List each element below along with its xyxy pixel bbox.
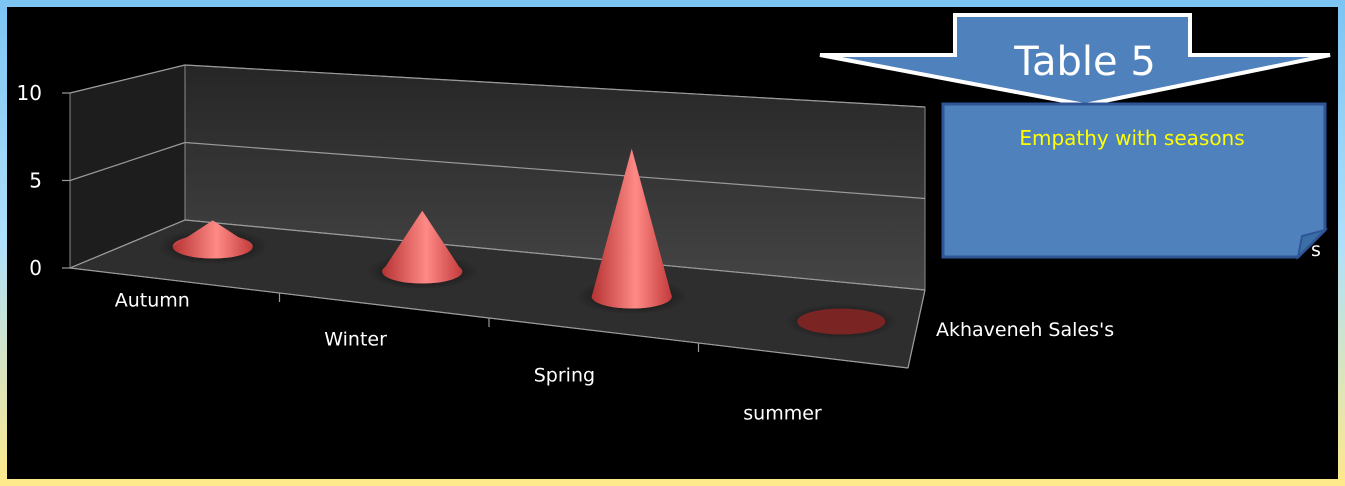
gridline <box>62 141 926 200</box>
note-partial-text: s <box>1311 239 1321 261</box>
cone-mark <box>785 303 898 340</box>
gridline <box>62 219 926 291</box>
depth-axis <box>907 289 926 369</box>
category-label: Spring <box>534 365 595 387</box>
note-text: Empathy with seasons <box>1019 126 1244 150</box>
callout-title: Table 5 <box>1013 39 1156 85</box>
cone-mark <box>366 210 479 290</box>
cone-mark <box>575 148 688 315</box>
gridline <box>62 64 926 108</box>
series-label: Akhaveneh Sales's <box>936 319 1114 341</box>
category-label: Autumn <box>115 290 190 312</box>
y-tick-label: 0 <box>29 256 42 280</box>
category-label: summer <box>743 403 822 425</box>
arrow-shape <box>819 13 1331 108</box>
y-tick-label: 10 <box>17 81 42 105</box>
y-tick-label: 5 <box>29 169 42 193</box>
cone-mark <box>156 220 269 265</box>
category-label: Winter <box>324 329 387 351</box>
note-fold <box>1296 228 1329 261</box>
